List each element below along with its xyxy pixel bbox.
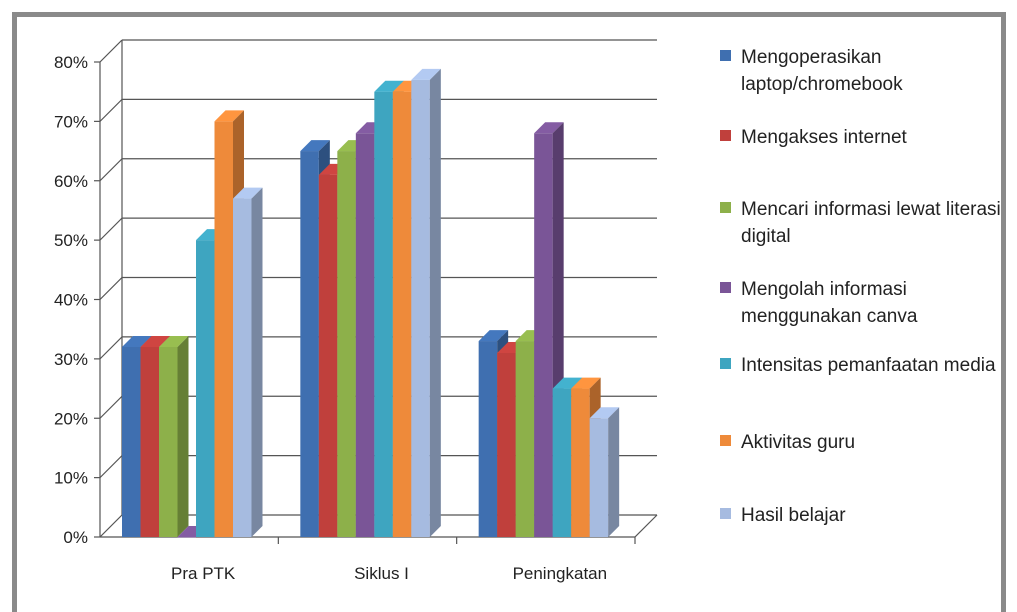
- bar-front: [515, 341, 535, 537]
- bar-side: [251, 187, 263, 537]
- y-tick-label: 80%: [54, 53, 88, 72]
- gridline-side: [99, 98, 123, 122]
- bar-top: [478, 330, 509, 342]
- bar-front: [478, 341, 498, 537]
- legend-label: Intensitas pemanfaatan media: [741, 355, 996, 376]
- legend-swatch: [720, 435, 731, 446]
- bar-front: [355, 133, 375, 537]
- legend-item: Mencari informasi lewat literasi digital: [720, 196, 1001, 250]
- bar-front: [497, 352, 516, 537]
- bar: [233, 187, 263, 537]
- x-tick-label: Siklus I: [354, 564, 409, 583]
- bar-layer: [122, 68, 620, 538]
- legend-swatch: [720, 50, 731, 61]
- bar-side: [177, 336, 189, 537]
- bar: [589, 407, 620, 537]
- bar: [411, 68, 441, 537]
- chart-frame: 0% 10% 20% 30% 40% 50% 60% 70% 80% Pra PTK Siklus …: [12, 12, 1006, 612]
- bar-front: [140, 347, 159, 537]
- bar-top: [214, 110, 244, 122]
- bar-front: [411, 79, 430, 537]
- gridline-side: [99, 395, 123, 419]
- y-tick-label: 20%: [54, 409, 88, 428]
- y-tick-label: 0%: [63, 528, 88, 547]
- bar-front: [122, 347, 141, 537]
- bar-top: [122, 336, 152, 347]
- legend-swatch: [720, 202, 731, 213]
- bar-top: [534, 122, 564, 134]
- gridline-side: [99, 455, 123, 479]
- legend-label: Mencari informasi lewat literasi digital: [741, 199, 1001, 247]
- bar-front: [177, 537, 196, 538]
- legend-item: Mengakses internet: [720, 124, 1001, 151]
- legend-label: Mengolah informasi menggunakan canva: [741, 279, 918, 327]
- label-layer: 0% 10% 20% 30% 40% 50% 60% 70% 80% Pra PTK Siklus …: [54, 53, 607, 583]
- bar-front: [392, 91, 412, 537]
- bar-top: [589, 407, 620, 419]
- bar-front: [214, 121, 233, 537]
- x-axis-depth: [634, 514, 658, 538]
- y-tick-label: 50%: [54, 231, 88, 250]
- bar-top: [571, 377, 601, 389]
- legend-swatch: [720, 130, 731, 141]
- gridline-side: [99, 39, 123, 63]
- bar-top: [159, 336, 189, 347]
- x-tick-label: Pra PTK: [171, 564, 236, 583]
- bar-chart: 0% 10% 20% 30% 40% 50% 60% 70% 80% Pra PTK Siklus …: [54, 39, 658, 583]
- bar-front: [318, 174, 338, 537]
- bar-top: [300, 140, 330, 152]
- bar-top: [411, 68, 441, 80]
- legend-swatch: [720, 508, 731, 519]
- legend-label: Aktivitas guru: [741, 432, 856, 453]
- gridline-side: [99, 336, 123, 360]
- y-tick-label: 30%: [54, 350, 88, 369]
- bar-front: [589, 418, 609, 537]
- legend-swatch: [720, 282, 731, 293]
- gridline-side: [99, 217, 123, 241]
- x-tick-label: Peningkatan: [513, 564, 608, 583]
- bar-front: [337, 151, 356, 537]
- legend-item: Mengolah informasi menggunakan canva: [720, 276, 1001, 330]
- bar-top: [552, 377, 583, 389]
- chart-border: [12, 12, 1006, 612]
- bar-top: [233, 187, 263, 199]
- legend-label: Hasil belajar: [741, 505, 846, 526]
- y-tick-label: 60%: [54, 172, 88, 191]
- gridline-side: [99, 514, 123, 538]
- bar-front: [233, 198, 252, 537]
- bar-front: [196, 240, 215, 537]
- legend-item: Intensitas pemanfaatan media: [720, 352, 1001, 379]
- y-tick-label: 70%: [54, 112, 88, 131]
- bar: [159, 336, 189, 537]
- bar-top: [374, 80, 404, 92]
- bar-front: [571, 388, 590, 537]
- y-tick-label: 40%: [54, 291, 88, 310]
- bar-front: [300, 151, 319, 537]
- legend-label: Mengoperasikan laptop/chromebook: [741, 47, 903, 95]
- gridline-side: [99, 158, 123, 182]
- bar-side: [429, 68, 441, 537]
- bar-top: [140, 336, 170, 347]
- legend-item: Aktivitas guru: [720, 429, 1001, 456]
- y-tick-label: 10%: [54, 469, 88, 488]
- bar-front: [374, 91, 393, 537]
- bar-front: [534, 133, 553, 537]
- legend-label: Mengakses internet: [741, 127, 907, 148]
- gridline-side: [99, 277, 123, 300]
- bar-front: [159, 347, 178, 537]
- bar-front: [552, 388, 572, 537]
- legend-item: Hasil belajar: [720, 502, 1001, 529]
- legend-item: Mengoperasikan laptop/chromebook: [720, 44, 1001, 98]
- legend-swatch: [720, 358, 731, 369]
- bar-side: [608, 407, 620, 537]
